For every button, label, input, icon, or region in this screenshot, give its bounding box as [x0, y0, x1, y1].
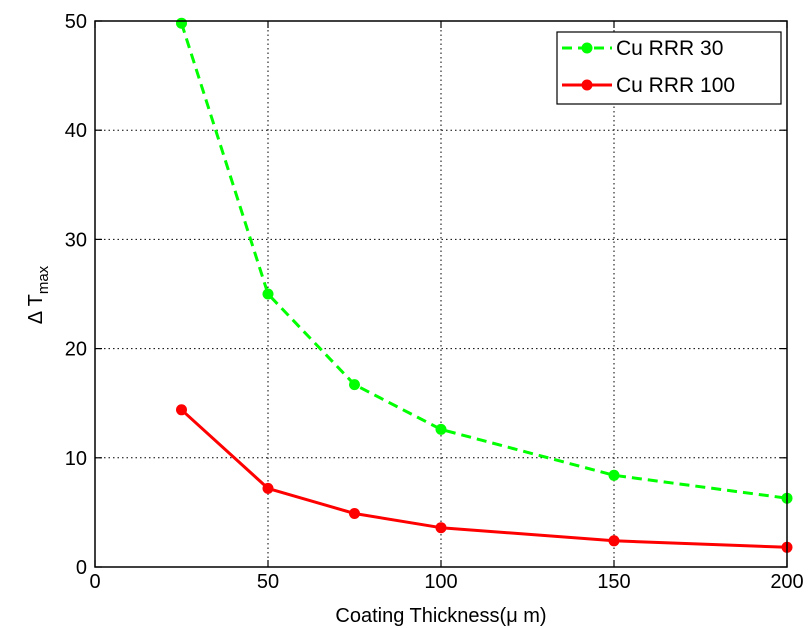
- tick-labels: 0 50 100 150 200 0 10 20 30 40 50: [65, 11, 804, 593]
- series-1-point: [262, 288, 274, 300]
- series-2-point: [262, 482, 274, 494]
- y-tick-label: 50: [65, 11, 87, 33]
- series-2-point: [608, 535, 620, 547]
- series-2-point: [176, 404, 187, 416]
- legend-marker-series-1: [581, 42, 593, 54]
- x-tick-label: 150: [597, 571, 630, 593]
- legend-label-series-1: Cu RRR 30: [616, 37, 723, 60]
- y-tick-label: 10: [65, 448, 87, 470]
- y-tick-label: 40: [65, 120, 87, 142]
- y-tick-label: 30: [65, 229, 87, 251]
- y-tick-label: 0: [76, 557, 87, 579]
- legend-marker-series-2: [581, 79, 593, 91]
- series-line-2: [180, 408, 788, 549]
- series-1-point: [608, 469, 620, 481]
- legend: Cu RRR 30 Cu RRR 100: [556, 31, 782, 105]
- x-tick-label: 0: [89, 571, 100, 593]
- series-1-point: [349, 379, 360, 391]
- y-axis-label: Δ Tmax: [25, 265, 52, 324]
- x-tick-label: 50: [257, 571, 279, 593]
- series-2-point: [349, 508, 360, 519]
- x-tick-label: 200: [770, 571, 803, 593]
- y-axis-label-subscript: max: [35, 265, 52, 294]
- legend-box: [556, 31, 782, 105]
- x-tick-label: 100: [424, 571, 457, 593]
- tick-marks: [94, 20, 788, 568]
- grid: [95, 21, 787, 567]
- series-layer: [176, 17, 793, 553]
- legend-label-series-2: Cu RRR 100: [616, 74, 735, 97]
- series-1-point: [176, 17, 187, 29]
- x-axis-label: Coating Thickness(μ m): [335, 605, 546, 627]
- series-2-point: [435, 522, 447, 534]
- y-tick-label: 20: [65, 339, 87, 361]
- y-axis-label-base: Δ T: [25, 294, 47, 324]
- series-1-point: [435, 423, 447, 435]
